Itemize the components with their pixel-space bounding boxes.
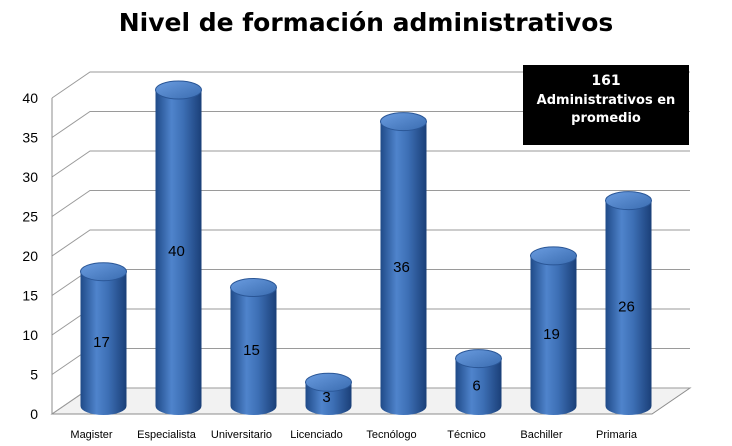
bar-body — [230, 287, 277, 415]
x-tick-label: Universitario — [211, 429, 272, 441]
x-tick-label: Especialista — [137, 429, 197, 441]
bar-top — [455, 349, 502, 369]
chart-floor — [50, 387, 692, 415]
data-label: 26 — [618, 298, 635, 315]
bar — [230, 278, 277, 415]
grid-line — [51, 269, 690, 296]
axis-layer: 0 5 10 15 20 25 30 35 40 — [22, 90, 53, 422]
bar-top — [605, 191, 652, 211]
bar-top — [155, 80, 202, 100]
bars-layer — [80, 80, 652, 415]
chart-title: Nivel de formación administrativos — [118, 8, 614, 37]
grid-line — [51, 348, 690, 375]
data-label: 17 — [93, 334, 110, 351]
y-tick-label: 5 — [30, 367, 38, 383]
bar-top — [230, 278, 277, 297]
summary-label-line2: promedio — [571, 111, 641, 126]
y-tick-label: 25 — [22, 209, 38, 225]
y-tick-label: 0 — [30, 406, 38, 422]
bar — [455, 349, 502, 415]
data-label: 15 — [243, 342, 260, 359]
x-tick-label: Bachiller — [520, 429, 563, 441]
x-tick-label: Licenciado — [290, 429, 343, 441]
bar — [530, 246, 577, 415]
summary-value: 161 — [591, 73, 621, 89]
x-tick-label: Magister — [70, 429, 113, 441]
data-label: 6 — [472, 377, 480, 394]
bar-body — [380, 121, 427, 415]
bar-top — [80, 262, 127, 282]
summary-box: 161 Administrativos en promedio — [523, 65, 689, 145]
bar-top — [530, 246, 577, 266]
bar — [155, 80, 202, 415]
bar-body — [455, 358, 502, 415]
y-tick-label: 35 — [22, 130, 38, 146]
grid-line — [51, 308, 690, 336]
bar-body — [605, 200, 652, 415]
x-tick-label: Tecnólogo — [366, 429, 416, 441]
x-tick-label: Técnico — [447, 429, 486, 441]
grid-line — [51, 111, 690, 138]
grid-line — [51, 229, 690, 257]
grid-line — [51, 190, 690, 217]
data-label: 3 — [322, 389, 330, 406]
y-tick-label: 40 — [22, 90, 38, 106]
grid-line — [51, 71, 690, 99]
grid-line — [51, 150, 690, 178]
x-tick-label: Primaria — [596, 429, 638, 441]
bar-body — [155, 90, 202, 415]
bar — [80, 262, 127, 415]
data-label: 36 — [393, 259, 410, 276]
y-tick-label: 30 — [22, 169, 38, 185]
labels-layer: 17 Magister 40 Especialista 15 Universitario 3… — [70, 243, 637, 441]
bar — [380, 112, 427, 415]
y-tick-label: 20 — [22, 248, 38, 264]
bar — [605, 191, 652, 415]
bar-body — [80, 271, 127, 415]
bar-top — [380, 112, 427, 132]
data-label: 40 — [168, 243, 185, 260]
bar-top — [305, 372, 352, 392]
data-label: 19 — [543, 326, 560, 343]
summary-label-line1: Administrativos en — [536, 93, 676, 108]
y-tick-label: 15 — [22, 288, 38, 304]
bar — [305, 372, 352, 415]
bar-body — [530, 255, 577, 415]
y-tick-label: 10 — [22, 327, 38, 343]
